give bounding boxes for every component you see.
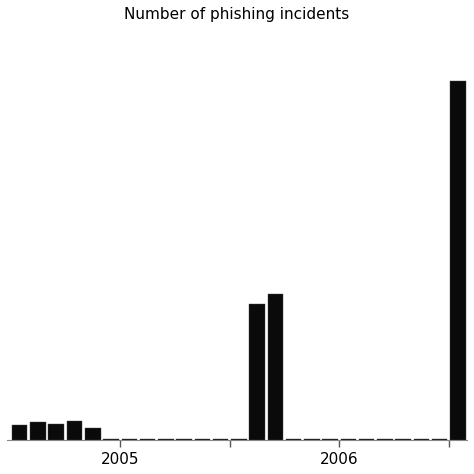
Bar <box>140 438 155 439</box>
Bar <box>414 438 429 439</box>
Bar <box>30 422 46 439</box>
Bar <box>249 304 265 439</box>
Bar <box>158 438 173 439</box>
Bar <box>450 81 465 439</box>
Bar <box>103 438 119 439</box>
Bar <box>121 438 137 439</box>
Bar <box>231 438 246 439</box>
Bar <box>213 438 228 439</box>
Bar <box>322 438 338 439</box>
Bar <box>304 438 319 439</box>
Bar <box>341 438 356 439</box>
Bar <box>194 438 210 439</box>
Bar <box>85 428 100 439</box>
Bar <box>268 294 283 439</box>
Bar <box>12 425 27 439</box>
Bar <box>67 421 82 439</box>
Bar <box>176 438 192 439</box>
Title: Number of phishing incidents: Number of phishing incidents <box>124 7 350 22</box>
Bar <box>377 438 392 439</box>
Bar <box>432 438 447 439</box>
Bar <box>286 438 301 439</box>
Bar <box>359 438 374 439</box>
Bar <box>48 424 64 439</box>
Bar <box>395 438 411 439</box>
